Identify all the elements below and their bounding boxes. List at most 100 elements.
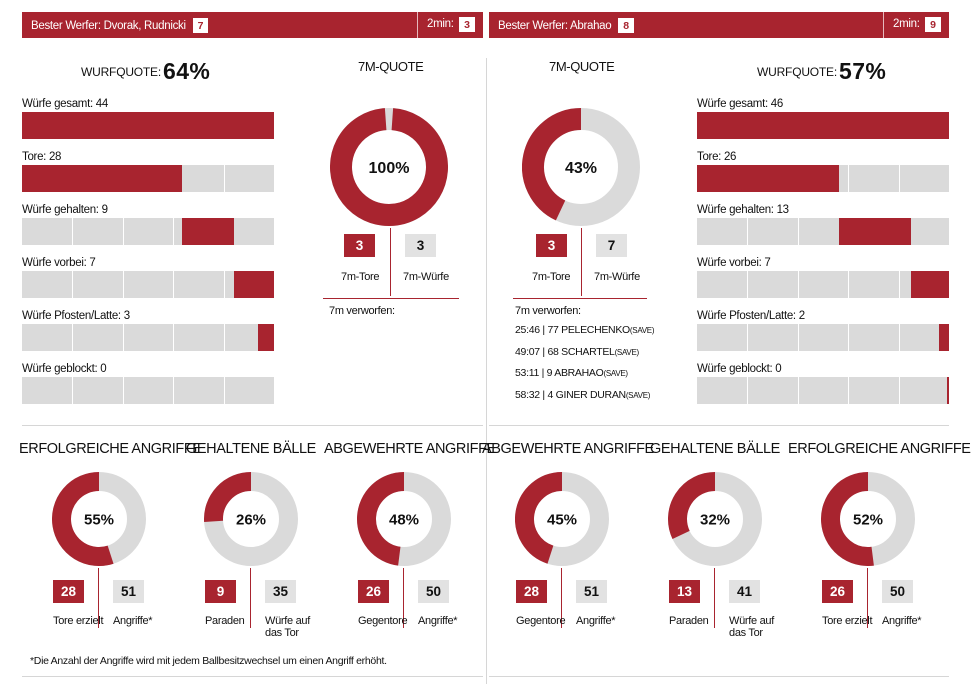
wurfquote-label: WURFQUOTE: — [81, 65, 161, 79]
shot-stat-fill — [697, 165, 840, 192]
seven-m-missed-list-right: 25:46 | 77 PELECHENKO(SAVE) 49:07 | 68 SC… — [515, 324, 655, 411]
seven-m-goals-right: 3 — [536, 234, 567, 257]
shot-stat-fill — [946, 377, 949, 404]
shot-stat: Würfe gehalten: 9 — [22, 204, 274, 245]
seven-m-title-left: 7M-QUOTE — [358, 59, 424, 74]
circle-stat-title: ABGEWEHRTE ANGRIFFE — [482, 441, 654, 457]
circle-stat-value-b: 50 — [418, 580, 449, 603]
section-divider-right — [489, 425, 949, 426]
shot-stat: Würfe gehalten: 13 — [697, 204, 949, 245]
bar-gridline — [747, 377, 748, 404]
circle-stat-title: ERFOLGREICHE ANGRIFFE — [788, 441, 971, 457]
donut-value-arc — [668, 472, 716, 540]
best-thrower-count: 8 — [618, 18, 634, 33]
shot-stat-fill — [22, 165, 183, 192]
circle-stat-donut: 32% — [668, 472, 762, 566]
best-thrower-label: Bester Werfer: Abrahao — [498, 20, 612, 32]
bar-gridline — [224, 271, 225, 298]
missed-note: (SAVE) — [629, 326, 655, 335]
shot-stat-bar — [697, 112, 949, 139]
seven-m-attempts-caption-left: 7m-Würfe — [403, 271, 449, 283]
bar-gridline — [747, 271, 748, 298]
bar-gridline — [899, 324, 900, 351]
circle-stat-value-a: 28 — [53, 580, 84, 603]
circle-stat-separator — [561, 568, 562, 628]
bar-gridline — [72, 271, 73, 298]
shot-stat-label: Würfe Pfosten/Latte: 2 — [697, 310, 805, 322]
donut-percent-label: 45% — [547, 511, 577, 528]
bar-gridline — [798, 324, 799, 351]
two-min-left: 2min: 3 — [417, 12, 483, 38]
circle-stat-caption-a: Gegentore — [358, 615, 408, 627]
best-thrower-right: Bester Werfer: Abrahao 8 — [498, 18, 634, 33]
seven-m-attempts-left: 3 — [405, 234, 436, 257]
donut-percent-label: 43% — [565, 160, 597, 177]
circle-stat-value-a: 26 — [822, 580, 853, 603]
shot-stat: Würfe geblockt: 0 — [697, 363, 949, 404]
bar-gridline — [848, 271, 849, 298]
seven-m-sep-right — [581, 228, 582, 296]
seven-m-missed-item: 53:11 | 9 ABRAHAO(SAVE) — [515, 367, 654, 389]
section-divider-left — [22, 425, 483, 426]
shot-stat: Würfe Pfosten/Latte: 2 — [697, 310, 949, 351]
best-thrower-count: 7 — [192, 18, 209, 33]
shot-stat: Würfe vorbei: 7 — [22, 257, 274, 298]
shot-stat-label: Würfe vorbei: 7 — [697, 257, 771, 269]
circle-stat-separator — [98, 568, 99, 628]
shot-stat-bar — [697, 165, 949, 192]
shot-stat-fill — [257, 324, 274, 351]
shot-stat-bar — [22, 112, 274, 139]
circle-stat-caption-b: Angriffe* — [418, 615, 458, 627]
shot-stat: Würfe Pfosten/Latte: 3 — [22, 310, 274, 351]
circle-stat-value-b: 51 — [113, 580, 144, 603]
bar-gridline — [798, 377, 799, 404]
seven-m-donut-left: 100% — [330, 108, 448, 226]
shot-stat-bar — [22, 377, 274, 404]
circle-stat-donut: 26% — [204, 472, 298, 566]
shot-stat-label: Würfe gesamt: 46 — [697, 98, 783, 110]
shot-stat-bar — [22, 218, 274, 245]
bar-gridline — [848, 165, 849, 192]
shot-stat-bar — [22, 324, 274, 351]
best-thrower-left: Bester Werfer: Dvorak, Rudnicki 7 — [31, 18, 209, 33]
seven-m-goals-caption-right: 7m-Tore — [532, 271, 571, 283]
bar-gridline — [173, 324, 174, 351]
shot-stat-bar — [22, 165, 274, 192]
circle-stat-value-b: 50 — [882, 580, 913, 603]
donut-value-arc — [821, 472, 874, 566]
bar-gridline — [848, 324, 849, 351]
bar-gridline — [224, 165, 225, 192]
missed-text: 25:46 | 77 PELECHENKO — [515, 324, 630, 336]
shot-stat-label: Würfe geblockt: 0 — [22, 363, 107, 375]
bar-gridline — [848, 377, 849, 404]
shot-stat-bar — [697, 324, 949, 351]
two-min-label: 2min: — [893, 18, 920, 30]
circle-stat-separator — [867, 568, 868, 628]
shot-stat-fill — [22, 112, 274, 139]
wurfquote-value: 57% — [839, 58, 887, 84]
seven-m-missed-item: 25:46 | 77 PELECHENKO(SAVE) — [515, 324, 655, 346]
seven-m-goals-left: 3 — [344, 234, 375, 257]
seven-m-missed-item: 58:32 | 4 GINER DURAN(SAVE) — [515, 389, 654, 411]
bar-gridline — [173, 218, 174, 245]
bar-gridline — [798, 218, 799, 245]
shot-stat-fill — [910, 271, 949, 298]
donut-value-arc — [522, 108, 582, 221]
circle-stat-separator — [403, 568, 404, 628]
circle-stat-value-a: 26 — [358, 580, 389, 603]
circle-stat-title: GEHALTENE BÄLLE — [186, 441, 316, 457]
shot-stat-fill — [697, 112, 949, 139]
circle-stat-donut: 48% — [357, 472, 451, 566]
bar-gridline — [123, 377, 124, 404]
shot-stat: Tore: 26 — [697, 151, 949, 192]
two-min-label: 2min: — [427, 18, 454, 30]
shot-stat-label: Würfe vorbei: 7 — [22, 257, 96, 269]
shot-stat-label: Würfe gehalten: 13 — [697, 204, 789, 216]
two-min-right: 2min: 9 — [883, 12, 949, 38]
donut-percent-label: 55% — [84, 511, 114, 528]
top-bar-right: Bester Werfer: Abrahao 8 2min: 9 — [489, 12, 949, 38]
circle-stat-donut: 45% — [515, 472, 609, 566]
wurfquote-label: WURFQUOTE: — [757, 65, 837, 79]
circle-stat-value-b: 51 — [576, 580, 607, 603]
donut-value-arc — [204, 472, 252, 522]
